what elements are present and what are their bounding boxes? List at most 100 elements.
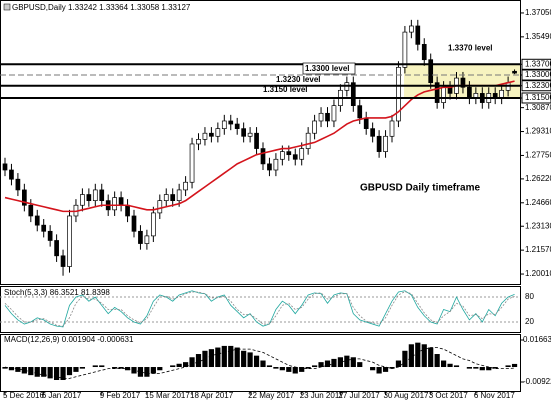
macd-bar [376,367,382,374]
level-label: 1.3150 level [263,85,307,94]
candle-body [299,148,305,160]
candle-body [389,120,395,137]
x-tick-label: 6 Jan 2017 [42,391,82,400]
x-tick-label: 23 Jun 2017 [300,391,345,400]
macd-bar [318,362,324,368]
candle-body [209,132,214,137]
candle-body [144,235,150,244]
y-tick-label: 1.29310 [525,127,551,136]
moving-average [4,80,515,213]
y-tick-label: 1.31500 [525,93,551,102]
tick-label-box [521,92,551,104]
macd-bar [47,367,53,379]
macd-bar [247,352,253,368]
macd-bar [402,350,408,368]
candle-body [41,224,47,232]
macd-bar [66,367,73,376]
candle-body [325,112,330,122]
candle-body [60,255,66,267]
macd-bar [41,367,47,377]
x-tick-label: 15 Mar 2017 [145,391,190,400]
title-icon [3,3,11,11]
stoch-line [4,291,515,327]
candle-body [202,132,208,140]
macd-bar [350,357,356,368]
macd-bar [189,357,195,368]
candle-body [15,178,21,191]
level-label: 1.3300 level [305,64,349,73]
macd-bar [221,345,227,368]
level-label-box [302,62,356,75]
macd-bar [183,362,189,368]
candle-body [189,143,195,183]
candle-body [157,200,163,214]
candle-body [318,112,324,122]
candle-body [67,215,72,267]
macd-bar [99,365,105,368]
candle-body [221,120,227,129]
macd-bar [441,360,447,368]
macd-bar [21,367,27,374]
stoch-frame [0,286,521,333]
macd-bar [331,358,337,368]
macd-bar [415,342,421,368]
level-label: 1.3370 level [448,43,492,52]
tick-label-box [521,69,551,81]
candle-body [267,163,272,171]
macd-bar [492,367,498,369]
candle-body [292,154,298,160]
candle-body [9,169,14,180]
macd-bar [428,347,434,368]
main-frame [0,0,521,285]
y-tick-label: 20 [525,317,534,326]
y-tick-label: 1.35490 [525,32,551,41]
stoch-title: Stoch(5,3,3) 86.3521 81.8398 [4,288,110,297]
candle-body [331,105,337,122]
macd-bar [279,367,285,371]
candle-body [86,194,92,201]
candle-body [228,120,234,125]
macd-bar [54,367,60,381]
y-tick-label: 1.30870 [525,103,551,112]
candle-body [2,163,8,171]
y-tick-label: -0.009229 [523,377,551,386]
candle-body [305,132,311,149]
y-tick-label: 1.21570 [525,245,551,254]
candle-body [234,123,240,129]
macd-bar [434,354,440,368]
candle-body [460,77,466,88]
macd-signal [4,347,515,379]
macd-title: MACD(12,26,9) 0.001904 -0.000631 [4,335,134,344]
tick-label-box [521,80,551,92]
candle-body [286,151,292,156]
y-tick-label: 1.20010 [525,269,551,278]
candle-body [273,158,279,171]
y-tick-label: 1.24660 [525,198,551,207]
candle-body [151,212,156,237]
candle-body [280,151,285,160]
y-tick-label: 1.26220 [525,174,551,183]
x-tick-label: 5 Dec 2016 [3,391,44,400]
macd-bar [176,363,182,368]
candle-body [260,148,266,165]
level-label: 1.3230 level [276,75,320,84]
candle-body [363,117,369,129]
macd-bar [112,367,118,369]
candle-body [163,194,169,201]
candle-body [447,86,453,94]
x-tick-label: 3 Oct 2017 [429,391,469,400]
macd-bar [260,360,266,368]
candle-body [125,204,130,217]
macd-bar [266,365,273,368]
title-box [2,2,152,13]
candle-body [196,139,201,145]
x-tick-label: 6 Nov 2017 [474,391,515,400]
y-tick-label: 1.33000 [525,70,551,79]
candle-body [499,89,504,99]
macd-bar [447,363,453,368]
macd-bar [228,345,234,368]
candle-body [370,128,375,137]
y-tick-label: 1.32300 [525,81,551,90]
chart-title: GBPUSD,Daily 1.33242 1.33364 1.33058 1.3… [12,3,191,12]
macd-bar [344,355,350,368]
